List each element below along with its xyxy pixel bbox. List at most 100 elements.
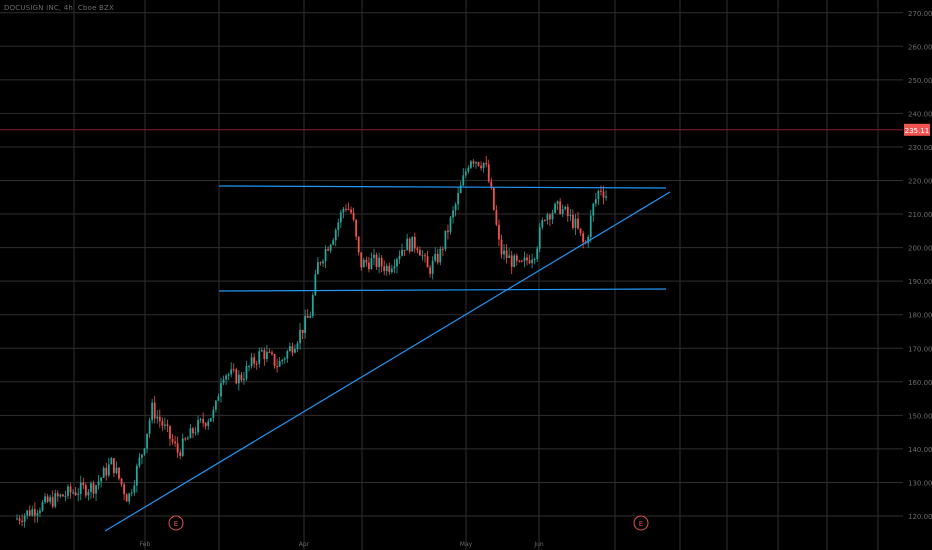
candle-body [383,266,386,272]
candle-body [360,252,363,268]
price-tag-label: 235.11 [905,127,930,135]
candle-body [556,201,559,204]
candle-body [110,458,113,465]
candle-body [288,346,291,352]
candle-body [444,230,447,250]
earnings-marker[interactable] [633,515,649,531]
candle-body [357,236,360,253]
candle-body [592,203,595,216]
candle-body [181,438,184,456]
candle-body [199,419,202,421]
candle-body [138,457,141,466]
candlestick-series [16,155,607,528]
time-axis[interactable]: Feb Apr May Jun [140,541,544,548]
candle-body [605,196,607,198]
candle-body [169,425,171,439]
candle-body [212,409,215,419]
candle-body [184,438,187,440]
candle-body [470,161,472,168]
candle-body [521,260,523,262]
candle-body [51,497,54,507]
candle-body [441,248,444,250]
candle-body [194,432,197,434]
candle-body [90,483,92,492]
y-tick-label: 220.00 [908,178,932,186]
candle-body [498,224,500,240]
y-tick-label: 120.00 [908,513,932,521]
candle-body [531,259,533,264]
x-tick-label: Feb [140,541,151,548]
candle-body [74,492,77,495]
candle-body [337,222,340,231]
candle-body [294,349,296,353]
candle-body [396,259,398,267]
ascending-trendline[interactable] [104,191,671,532]
candle-body [543,220,546,222]
candle-body [113,458,115,474]
candle-body [546,214,549,221]
candle-body [120,478,123,485]
candle-body [26,510,29,516]
candle-body [424,255,426,257]
y-tick-label: 260.00 [908,43,932,51]
candle-body [426,256,429,268]
candle-body [375,254,378,268]
candle-body [79,482,82,494]
candle-body [306,315,309,318]
candle-body [220,383,222,397]
candle-body [82,482,85,486]
candle-body [561,209,564,215]
candle-body [482,162,485,169]
candle-body [148,420,151,434]
candle-body [266,351,268,359]
candle-body [549,214,551,220]
earnings-marker-label: E [639,520,643,528]
candle-body [309,315,312,318]
candle-body [260,350,263,352]
candle-body [49,497,52,502]
price-axis[interactable]: 120.00 130.00 140.00 150.00 160.00 170.00 180.… [908,10,932,521]
candle-body [248,366,250,368]
candle-body [128,493,131,502]
candle-body [401,249,403,256]
candle-body [209,418,212,422]
candle-body [602,191,605,198]
candle-body [487,164,490,182]
candle-body [299,329,301,344]
candle-body [192,428,194,434]
candle-body [347,209,350,211]
candle-body [472,161,475,164]
candle-body [283,358,286,360]
resistance-line[interactable] [218,185,667,189]
candle-body [84,485,87,496]
candle-body [39,510,41,514]
candle-body [171,438,174,442]
candle-body [485,162,488,165]
candle-body [189,428,192,439]
candle-body [166,424,169,426]
candle-body [143,448,146,455]
earnings-marker[interactable] [168,515,184,531]
candle-body [390,268,393,273]
candle-body [115,467,118,474]
candle-body [23,515,26,522]
candle-body [31,509,34,516]
candle-body [419,249,421,256]
candle-body [429,267,431,274]
candle-body [587,236,590,244]
candle-body [36,513,39,516]
candle-body [342,208,345,213]
candle-body [403,249,406,251]
candle-body [566,206,569,216]
candle-body [454,204,457,211]
x-tick-label: Apr [299,541,310,548]
y-tick-label: 170.00 [908,345,932,353]
candle-body [564,206,567,210]
support-line[interactable] [218,288,667,292]
candle-body [523,257,526,262]
candle-body [64,495,67,497]
candle-body [421,255,424,257]
candle-body [319,262,322,264]
